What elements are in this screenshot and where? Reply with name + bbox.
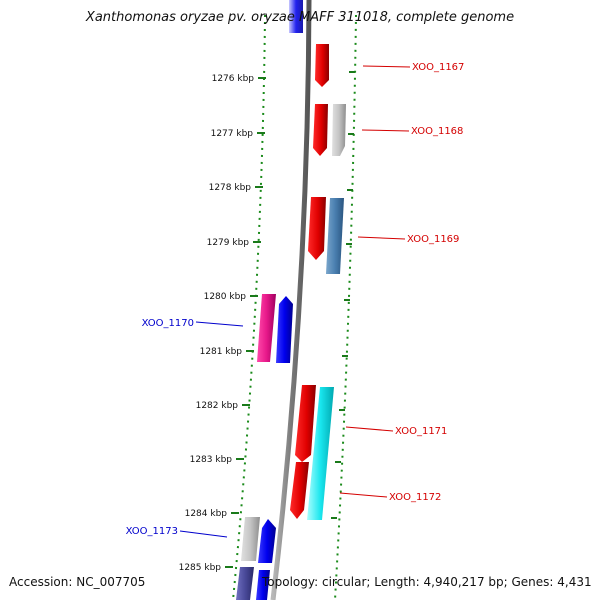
gene-label[interactable]: XOO_1171 xyxy=(395,426,447,437)
tick-label: 1282 kbp xyxy=(196,401,239,411)
gene-red-4-arrow xyxy=(295,385,316,462)
tick-label: 1284 kbp xyxy=(185,509,228,519)
topology-text: Topology: circular; Length: 4,940,217 bp… xyxy=(262,575,592,589)
tick-marks: 1276 kbp 1277 kbp 1278 kbp 1279 kbp 1280 kbp… xyxy=(179,71,355,573)
gene-xoo-1172-arrow xyxy=(290,462,309,519)
gene-navy-bottom xyxy=(236,567,254,600)
genome-title: Xanthomonas oryzae pv. oryzae MAFF 31101… xyxy=(85,10,515,25)
gene-label-leader xyxy=(195,321,244,327)
gene-xoo-1173-arrow xyxy=(241,517,260,561)
gene-blue-2-arrow xyxy=(258,519,276,563)
gene-label-leader xyxy=(361,129,410,132)
gene-label[interactable]: XOO_1169 xyxy=(407,234,459,245)
gene-xoo-1169-arrow xyxy=(326,198,344,274)
gene-gray-1-arrow xyxy=(332,104,346,156)
gene-blue-1-arrow xyxy=(276,296,293,363)
gene-red-3-arrow xyxy=(308,197,326,260)
tick-label: 1283 kbp xyxy=(190,455,233,465)
gene-xoo-1170-arrow xyxy=(257,294,276,362)
tick-label: 1280 kbp xyxy=(204,292,247,302)
tick-label: 1278 kbp xyxy=(209,183,252,193)
gene-label[interactable]: XOO_1173 xyxy=(126,526,178,537)
gene-label-leader xyxy=(345,426,394,432)
gene-label-leader xyxy=(357,236,406,240)
tick-label: 1276 kbp xyxy=(212,74,255,84)
genome-backbone xyxy=(270,0,312,600)
gene-xoo-1171-arrow xyxy=(307,387,334,520)
gene-label-leader xyxy=(339,492,388,498)
gene-partial-top xyxy=(289,0,303,33)
gene-label[interactable]: XOO_1168 xyxy=(411,126,463,137)
gene-labels: XOO_1167 XOO_1168 XOO_1169 XOO_1170 XOO_1171… xyxy=(126,62,464,538)
gene-blue-bottom xyxy=(256,570,270,600)
gene-xoo-1167-arrow xyxy=(315,44,329,87)
tick-label: 1285 kbp xyxy=(179,563,222,573)
gene-xoo-1168-arrow xyxy=(313,104,328,156)
tick-label: 1281 kbp xyxy=(200,347,243,357)
gene-label[interactable]: XOO_1167 xyxy=(412,62,464,73)
gene-label[interactable]: XOO_1172 xyxy=(389,492,441,503)
tick-label: 1277 kbp xyxy=(211,129,254,139)
outer-track-boundary xyxy=(334,14,357,600)
accession-text: Accession: NC_007705 xyxy=(9,575,146,589)
tick-label: 1279 kbp xyxy=(207,238,250,248)
gene-label-leader xyxy=(362,65,411,68)
inner-track-boundary xyxy=(232,14,266,600)
gene-label-leader xyxy=(179,530,228,538)
gene-label[interactable]: XOO_1170 xyxy=(142,318,194,329)
